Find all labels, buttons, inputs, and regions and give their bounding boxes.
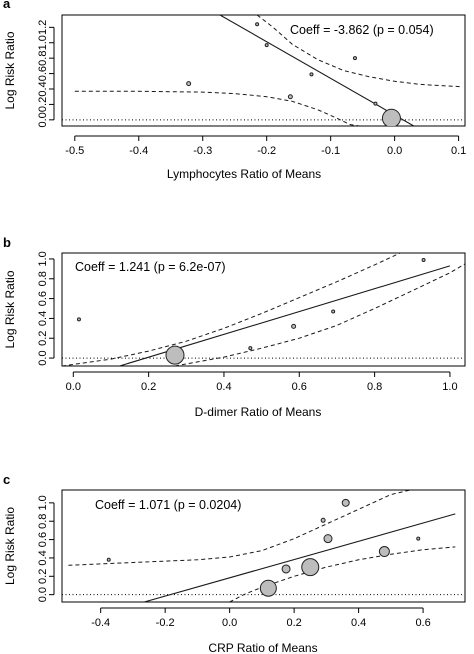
data-point bbox=[378, 546, 390, 558]
data-point bbox=[421, 257, 426, 262]
data-point bbox=[186, 81, 192, 87]
y-tick-label: 1.0 bbox=[37, 495, 49, 510]
panel-letter: c bbox=[3, 472, 10, 487]
data-point bbox=[352, 56, 357, 61]
data-point bbox=[320, 517, 326, 523]
x-axis-label: D-dimer Ratio of Means bbox=[195, 405, 322, 419]
data-point bbox=[416, 536, 421, 541]
plot-frame bbox=[61, 14, 466, 127]
y-tick-label: 1.0 bbox=[37, 251, 49, 266]
panel-c: c 0.0 0.2 0.4 0.6 0.8 1.0 Log Risk Ratio -0.4 -0.… bbox=[3, 472, 466, 654]
data-point bbox=[106, 557, 111, 562]
data-point bbox=[264, 43, 269, 48]
data-point bbox=[373, 101, 378, 106]
regression-line bbox=[144, 513, 456, 602]
data-point bbox=[301, 558, 320, 577]
x-tick-label: -0.3 bbox=[193, 145, 212, 157]
coefficient-annotation: Coeff = -3.862 (p = 0.054) bbox=[290, 23, 434, 37]
data-point bbox=[287, 94, 293, 100]
y-tick-label: 0.4 bbox=[37, 550, 49, 565]
y-tick-label: 0.4 bbox=[37, 311, 49, 326]
panel-letter: b bbox=[3, 235, 11, 250]
x-tick-label: -0.1 bbox=[321, 145, 340, 157]
panel-letter: a bbox=[3, 0, 11, 11]
y-tick-label: 0.2 bbox=[37, 569, 49, 584]
y-tick-label: 0.8 bbox=[37, 271, 49, 286]
y-tick-label: 1.0 bbox=[37, 35, 49, 50]
plot-frame bbox=[61, 252, 466, 367]
data-point bbox=[248, 346, 253, 351]
y-axis-label: Log Risk Ratio bbox=[3, 31, 17, 109]
x-tick-label: 0.4 bbox=[216, 381, 231, 393]
data-point bbox=[165, 345, 185, 365]
data-point bbox=[381, 108, 401, 126]
y-tick-label: 0.2 bbox=[37, 331, 49, 346]
data-point bbox=[309, 72, 314, 77]
x-tick-label: 1.0 bbox=[442, 381, 457, 393]
y-tick-label: 0.4 bbox=[37, 81, 49, 96]
data-point bbox=[331, 309, 336, 314]
x-axis-label: CRP Ratio of Means bbox=[208, 641, 317, 654]
data-point bbox=[76, 317, 81, 322]
y-tick-label: 0.0 bbox=[37, 587, 49, 602]
plot-area bbox=[62, 253, 465, 366]
x-tick-label: 0.1 bbox=[451, 145, 466, 157]
x-tick-label: -0.2 bbox=[156, 617, 175, 629]
plot-area bbox=[62, 15, 465, 126]
x-tick-label: 0.2 bbox=[141, 381, 156, 393]
x-axis-label: Lymphocytes Ratio of Means bbox=[167, 167, 321, 181]
y-tick-label: 0.6 bbox=[37, 291, 49, 306]
x-tick-label: -0.4 bbox=[91, 617, 110, 629]
y-tick-label: 1.2 bbox=[37, 20, 49, 35]
ci-upper-line bbox=[62, 253, 401, 366]
x-tick-label: 0.0 bbox=[222, 617, 237, 629]
x-tick-label: -0.2 bbox=[257, 145, 276, 157]
data-point bbox=[341, 498, 350, 507]
x-tick-label: 0.2 bbox=[286, 617, 301, 629]
data-point bbox=[259, 579, 277, 597]
data-point bbox=[291, 323, 297, 329]
x-tick-label: -0.4 bbox=[129, 145, 148, 157]
x-tick-label: 0.6 bbox=[292, 381, 307, 393]
y-axis-label: Log Risk Ratio bbox=[3, 270, 17, 348]
y-tick-label: 0.8 bbox=[37, 51, 49, 66]
regression-line bbox=[219, 15, 415, 126]
ci-upper-line bbox=[68, 490, 411, 566]
x-tick-label: 0.8 bbox=[367, 381, 382, 393]
y-tick-label: 0.2 bbox=[37, 97, 49, 112]
y-tick-label: 0.0 bbox=[37, 350, 49, 365]
coefficient-annotation: Coeff = 1.241 (p = 6.2e-07) bbox=[75, 260, 226, 274]
plot-frame bbox=[61, 489, 466, 603]
x-tick-label: 0.0 bbox=[387, 145, 402, 157]
x-tick-label: 0.0 bbox=[66, 381, 81, 393]
plot-area bbox=[62, 490, 465, 602]
coefficient-annotation: Coeff = 1.071 (p = 0.0204) bbox=[95, 498, 241, 512]
data-point bbox=[255, 22, 260, 27]
ci-lower-line bbox=[174, 263, 465, 366]
y-tick-label: 0.6 bbox=[37, 532, 49, 547]
x-tick-label: -0.5 bbox=[65, 145, 84, 157]
data-point bbox=[281, 564, 291, 574]
y-tick-label: 0.0 bbox=[37, 112, 49, 127]
y-axis-label: Log Risk Ratio bbox=[3, 507, 17, 585]
panel-b: b 0.0 0.2 0.4 0.6 0.8 1.0 Log Risk Ratio 0.0 0.2 0… bbox=[3, 235, 466, 419]
ci-lower-line bbox=[229, 546, 456, 602]
ci-lower-line bbox=[74, 90, 360, 126]
y-tick-label: 0.6 bbox=[37, 66, 49, 81]
y-tick-label: 0.8 bbox=[37, 514, 49, 529]
x-tick-label: 0.4 bbox=[351, 617, 366, 629]
data-point bbox=[323, 534, 333, 544]
x-tick-label: 0.6 bbox=[415, 617, 430, 629]
